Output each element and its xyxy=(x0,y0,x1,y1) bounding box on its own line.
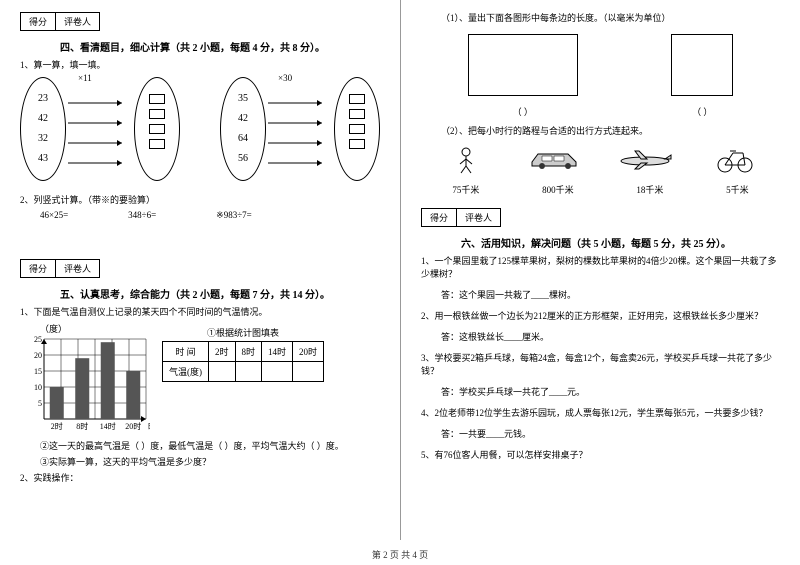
nums-left-1: 23 42 32 43 xyxy=(20,89,66,169)
oval-diagram: ×11 23 42 32 43 ×30 35 42 64 56 xyxy=(20,77,380,187)
sec4-q2: 2、列竖式计算。（带※的要验算） xyxy=(20,193,380,206)
sec6-q2: 2、用一根铁丝做一个边长为212厘米的正方形框架，正好用完，这根铁丝长多少厘米？ xyxy=(421,309,780,322)
svg-text:15: 15 xyxy=(34,367,42,376)
car-icon xyxy=(526,145,586,175)
plane-icon xyxy=(615,145,675,175)
score-box-5: 得分 评卷人 xyxy=(20,259,100,278)
sec6-title: 六、活用知识，解决问题（共 5 小题，每题 5 分，共 25 分）。 xyxy=(461,235,780,250)
svg-text:20时: 20时 xyxy=(125,421,141,431)
transport-row xyxy=(421,145,780,175)
svg-text:时: 时 xyxy=(148,421,150,431)
rect-1 xyxy=(468,34,578,96)
score-box: 得分 评卷人 xyxy=(20,12,100,31)
svg-text:20: 20 xyxy=(34,351,42,360)
page-footer: 第 2 页 共 4 页 xyxy=(0,548,800,561)
sec5-sub2: ②这一天的最高气温是（ ）度，最低气温是（ ）度，平均气温大约（ ）度。 xyxy=(40,439,380,452)
bike-icon xyxy=(705,145,765,175)
boxes-1 xyxy=(134,89,180,154)
rect-2 xyxy=(671,34,733,96)
sec5-q1: 1、下面是气温自测仪上记录的某天四个不同时间的气温情况。 xyxy=(20,305,380,318)
grader-label: 评卷人 xyxy=(56,13,99,30)
boxes-2 xyxy=(334,89,380,154)
right-r2: （2）、把每小时行的路程与合适的出行方式连起来。 xyxy=(441,124,780,137)
mult-label-2: ×30 xyxy=(278,73,292,83)
sec5-q2: 2、实践操作： xyxy=(20,471,380,484)
person-icon xyxy=(436,145,496,175)
sec6-q1: 1、一个果园里栽了125棵苹果树，梨树的棵数比苹果树的4倍少20棵。这个果园一共… xyxy=(421,254,780,280)
svg-text:25: 25 xyxy=(34,335,42,344)
dist-row: 75千米 800千米 18千米 5千米 xyxy=(421,183,780,196)
svg-text:5: 5 xyxy=(38,399,42,408)
calc-row: 46×25= 348÷6= ※983÷7= xyxy=(40,210,380,221)
svg-text:8时: 8时 xyxy=(76,421,88,431)
rect-row: （ ） （ ） xyxy=(421,30,780,118)
nums-left-2: 35 42 64 56 xyxy=(220,89,266,169)
chart-table-title: ①根据统计图填表 xyxy=(162,326,324,339)
sec6-q3: 3、学校要买2箱乒乓球，每箱24盒，每盒12个，每盒卖26元，学校买乒乓球一共花… xyxy=(421,351,780,377)
svg-text:2时: 2时 xyxy=(51,421,63,431)
sec5-sub3: ③实际算一算，这天的平均气温是多少度？ xyxy=(40,455,380,468)
right-r1: （1）、量出下面各图形中每条边的长度。（以毫米为单位） xyxy=(441,11,780,24)
sec6-a3: 答：学校买乒乓球一共花了____元。 xyxy=(441,385,780,398)
sec6-a4: 答：一共要____元钱。 xyxy=(441,427,780,440)
svg-text:14时: 14时 xyxy=(100,421,116,431)
mult-label-1: ×11 xyxy=(78,73,92,83)
sec5-title: 五、认真思考，综合能力（共 2 小题，每题 7 分，共 14 分）。 xyxy=(60,286,380,301)
temp-table: 时 间 2时 8时 14时 20时 气温(度) xyxy=(162,341,324,382)
sec6-a2: 答：这根铁丝长____厘米。 xyxy=(441,330,780,343)
score-label: 得分 xyxy=(21,13,56,30)
sec6-q4: 4、2位老师带12位学生去游乐园玩，成人票每张12元，学生票每张5元，一共要多少… xyxy=(421,406,780,419)
bar-chart: 25 20 15 10 5 2时 8时 14时 20时时 xyxy=(20,335,150,435)
svg-text:10: 10 xyxy=(34,383,42,392)
sec6-a1: 答：这个果园一共栽了____棵树。 xyxy=(441,288,780,301)
y-axis-label: （度） xyxy=(40,322,150,335)
sec4-title: 四、看清题目，细心计算（共 2 小题，每题 4 分，共 8 分）。 xyxy=(60,39,380,54)
sec4-q1: 1、算一算，填一填。 xyxy=(20,58,380,71)
sec6-q5: 5、有76位客人用餐，可以怎样安排桌子？ xyxy=(421,448,780,461)
score-box-6: 得分 评卷人 xyxy=(421,208,501,227)
